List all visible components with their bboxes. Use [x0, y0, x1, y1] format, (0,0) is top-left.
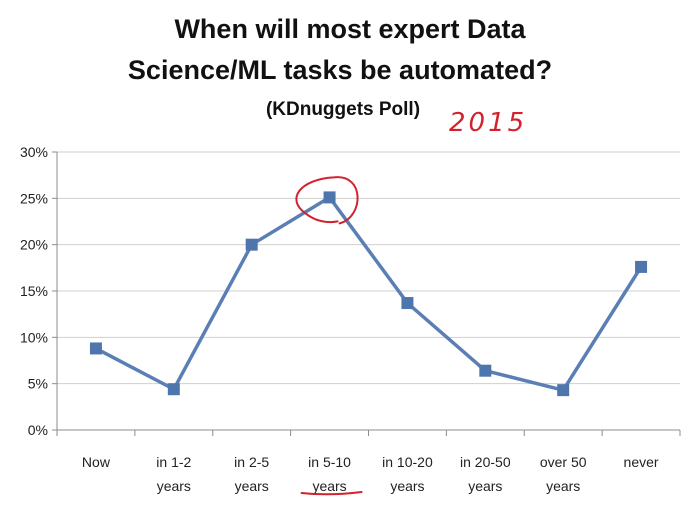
axes	[52, 151, 681, 436]
data-point-marker	[323, 191, 336, 204]
data-point-marker	[401, 297, 414, 310]
data-point-marker	[479, 364, 492, 377]
series-line	[95, 195, 643, 392]
chart-subtitle: (KDnuggets Poll)	[266, 99, 420, 120]
y-tick-label: 10%	[20, 329, 48, 345]
data-point-marker	[167, 383, 180, 396]
x-category-label: in 1-2 years	[156, 454, 191, 494]
y-tick-label: 0%	[28, 422, 48, 438]
gridlines	[57, 151, 680, 431]
x-category-label: in 2-5 years	[234, 454, 269, 494]
x-category-label: in 20-50 years	[460, 454, 511, 494]
data-point-marker	[557, 384, 570, 397]
y-tick-label: 20%	[20, 237, 48, 253]
hand-drawn-highlight	[295, 176, 363, 496]
x-axis-category-labels: Now in 1-2 years in 2-5 years in 5-10 years in …	[82, 454, 659, 494]
highlight-circle	[295, 176, 359, 225]
y-tick-label: 25%	[20, 190, 48, 206]
y-tick-label: 15%	[20, 283, 48, 299]
data-point-marker	[245, 238, 258, 251]
x-category-label: Now	[82, 454, 111, 470]
data-point-marker	[89, 342, 102, 355]
x-category-label: in 10-20 years	[382, 454, 433, 494]
year-annotation: 2015	[449, 108, 527, 138]
x-category-label: in 5-10 years	[308, 454, 351, 494]
chart-title-line-1: When will most expert Data	[174, 14, 526, 44]
y-axis-tick-labels: 0% 5% 10% 15% 20% 25% 30%	[20, 144, 48, 438]
y-tick-label: 30%	[20, 144, 48, 160]
x-category-label: never	[624, 454, 659, 470]
y-tick-label: 5%	[28, 376, 48, 392]
chart-title-line-2: Science/ML tasks be automated?	[128, 55, 552, 85]
data-point-marker	[635, 260, 648, 273]
label-underline	[300, 491, 363, 496]
x-category-label: over 50 years	[540, 454, 587, 494]
data-series	[89, 191, 648, 397]
